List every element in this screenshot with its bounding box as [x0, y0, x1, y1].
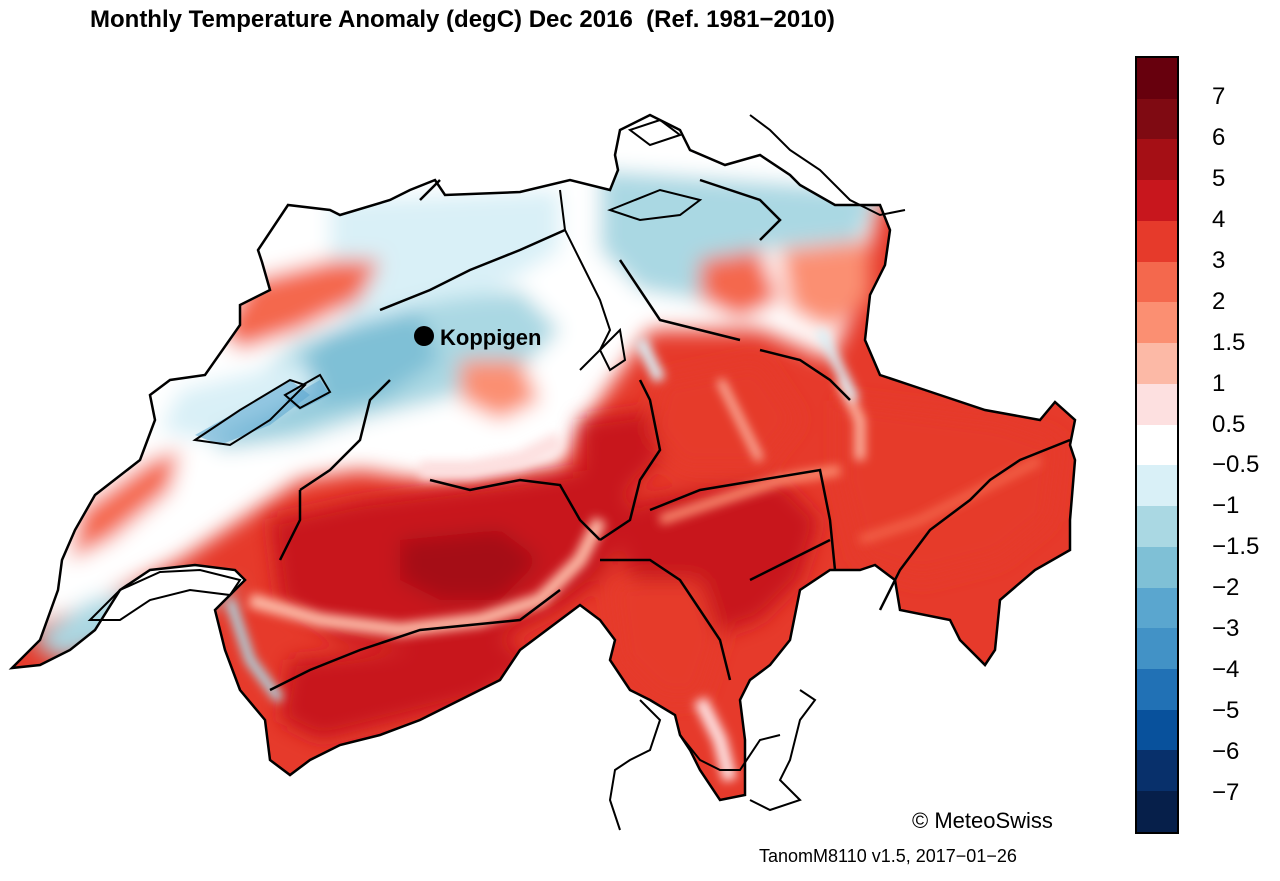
- colorbar-tick-label: −5: [1212, 697, 1240, 725]
- colorbar-swatch: [1137, 750, 1177, 792]
- map-borders: [8, 113, 1077, 831]
- colorbar-tick-label: −3: [1212, 615, 1240, 643]
- colorbar-swatch: [1137, 628, 1177, 670]
- colorbar-tick-label: 4: [1212, 205, 1226, 233]
- colorbar-swatch: [1137, 669, 1177, 710]
- credit-text: © MeteoSwiss: [912, 808, 1053, 833]
- colorbar-swatch: [1137, 180, 1177, 221]
- colorbar-tick-label: −4: [1212, 656, 1240, 684]
- colorbar-swatch: [1137, 343, 1177, 384]
- colorbar-swatch: [1137, 709, 1177, 751]
- colorbar-swatch: [1137, 506, 1177, 547]
- switzerland-anomaly-map: [8, 113, 1077, 831]
- colorbar-swatch: [1137, 791, 1177, 832]
- colorbar-tick-label: 0.5: [1212, 410, 1246, 438]
- colorbar-swatch: [1137, 383, 1177, 425]
- colorbar-swatch: [1137, 261, 1177, 303]
- colorbar-swatch: [1137, 139, 1177, 181]
- map-svg: [8, 113, 1077, 831]
- version-text: TanomM8110 v1.5, 2017−01−26: [759, 846, 1017, 866]
- colorbar-swatch: [1137, 465, 1177, 507]
- colorbar-tick-label: 5: [1212, 164, 1226, 192]
- colorbar-tick-label: −1: [1212, 492, 1240, 520]
- anomaly-field: [12, 115, 1075, 800]
- colorbar-tick-label: 3: [1212, 246, 1226, 274]
- colorbar-swatch: [1137, 220, 1177, 262]
- colorbar-tick-label: −0.5: [1212, 451, 1260, 479]
- colorbar-tick-label: 1.5: [1212, 328, 1246, 356]
- colorbar-swatch: [1137, 546, 1177, 588]
- colorbar-tick-label: 1: [1212, 369, 1226, 397]
- colorbar-swatch: [1137, 424, 1177, 466]
- colorbar-tick-label: −7: [1212, 779, 1240, 807]
- colorbar-tick-label: −1.5: [1212, 533, 1260, 561]
- colorbar-tick-label: 7: [1212, 82, 1226, 110]
- colorbar-swatch: [1137, 98, 1177, 140]
- station-marker-dot: [414, 326, 434, 346]
- colorbar-tick-label: −2: [1212, 574, 1240, 602]
- colorbar-tick-label: 2: [1212, 287, 1226, 315]
- colorbar-tick-label: 6: [1212, 123, 1226, 151]
- colorbar-swatch: [1137, 587, 1177, 629]
- colorbar: [1135, 56, 1179, 834]
- colorbar-swatch: [1137, 58, 1177, 99]
- colorbar-tick-label: −6: [1212, 738, 1240, 766]
- map-title: Monthly Temperature Anomaly (degC) Dec 2…: [90, 6, 835, 33]
- lake-shapes: [195, 380, 330, 445]
- station-label: Koppigen: [440, 325, 542, 350]
- colorbar-swatch: [1137, 302, 1177, 344]
